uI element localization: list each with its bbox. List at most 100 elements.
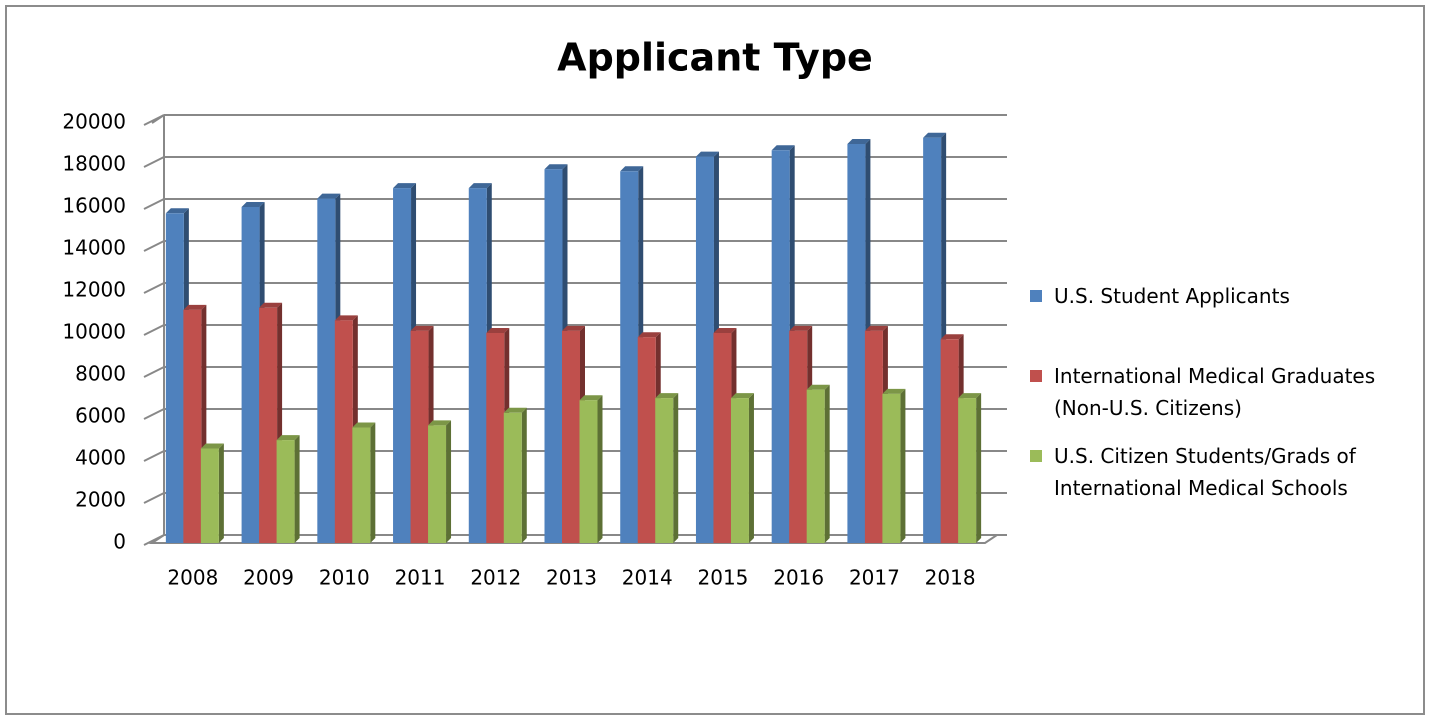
bar xyxy=(486,333,505,543)
bar xyxy=(334,320,353,543)
y-tick-label: 20000 xyxy=(62,110,126,134)
bar-top xyxy=(486,328,510,333)
bar-side xyxy=(294,435,300,543)
y-tick-label: 0 xyxy=(113,530,126,554)
bar xyxy=(789,330,808,543)
bar xyxy=(352,427,371,543)
tick-mark xyxy=(143,282,165,294)
legend-label: International Medical Graduates (Non-U.S… xyxy=(1054,364,1376,420)
bar-side xyxy=(370,422,376,543)
y-tick-label: 6000 xyxy=(75,404,126,428)
bar-top xyxy=(923,132,947,138)
bar-side xyxy=(748,393,754,543)
bar xyxy=(847,144,866,543)
bar-top xyxy=(241,202,265,207)
bar-top xyxy=(771,145,795,151)
tick-mark xyxy=(143,114,165,126)
y-tick-label: 2000 xyxy=(75,488,126,512)
bar-top xyxy=(940,334,964,340)
x-tick-label: 2008 xyxy=(167,566,218,590)
y-tick-label: 8000 xyxy=(75,362,126,386)
bar-top xyxy=(183,304,207,310)
bar-top xyxy=(958,393,982,399)
bar-side xyxy=(446,420,452,543)
bar-top xyxy=(655,393,679,399)
bar xyxy=(410,330,429,543)
bar xyxy=(923,137,942,543)
y-tick-label: 4000 xyxy=(75,446,126,470)
bar xyxy=(562,330,580,543)
bar-top xyxy=(847,139,871,144)
bar-side xyxy=(976,393,982,543)
bar xyxy=(713,333,732,543)
bar xyxy=(241,207,260,543)
bar xyxy=(864,330,883,543)
bar-top xyxy=(428,420,452,426)
tick-mark xyxy=(143,198,165,210)
legend-swatch xyxy=(1030,370,1042,382)
bar-top xyxy=(713,328,737,333)
x-tick-label: 2012 xyxy=(470,566,521,590)
bar xyxy=(200,448,219,543)
bar xyxy=(730,398,749,543)
bar-top xyxy=(544,164,568,170)
bar xyxy=(579,400,598,543)
bar-top xyxy=(730,393,754,399)
legend-label: U.S. Student Applicants xyxy=(1054,284,1290,308)
tick-mark xyxy=(143,324,165,336)
bar xyxy=(544,169,563,543)
y-tick-label: 10000 xyxy=(62,320,126,344)
bar-top xyxy=(562,325,585,331)
legend-swatch xyxy=(1030,450,1042,462)
bar xyxy=(276,440,295,543)
x-tick-label: 2017 xyxy=(849,566,900,590)
bar xyxy=(620,171,639,544)
bar-top xyxy=(410,325,434,331)
y-tick-label: 18000 xyxy=(62,152,126,176)
bar-top xyxy=(864,325,888,331)
bar xyxy=(183,309,202,543)
bar xyxy=(428,425,447,543)
bar-top xyxy=(695,151,719,157)
bar xyxy=(695,156,714,543)
bar-side xyxy=(597,395,603,543)
bar-top xyxy=(200,443,224,449)
bar-top xyxy=(334,315,358,321)
y-tick-label: 16000 xyxy=(62,194,126,218)
bar-top xyxy=(317,193,341,199)
bar xyxy=(958,398,977,543)
bar xyxy=(259,307,278,543)
bar xyxy=(503,412,522,543)
bar xyxy=(940,339,959,543)
bar xyxy=(393,188,412,543)
bar-side xyxy=(824,384,830,543)
y-tick-label: 12000 xyxy=(62,278,126,302)
tick-mark xyxy=(143,492,165,504)
tick-mark xyxy=(143,408,165,420)
bar xyxy=(317,198,336,543)
bar-top xyxy=(620,166,644,172)
bar-side xyxy=(521,407,527,543)
bar xyxy=(655,398,674,543)
bar-side xyxy=(218,443,224,543)
tick-mark xyxy=(143,534,165,546)
chart-title: Applicant Type xyxy=(557,36,873,80)
bar-top xyxy=(806,384,830,390)
x-tick-label: 2018 xyxy=(925,566,976,590)
tick-mark xyxy=(143,366,165,378)
tick-mark xyxy=(143,450,165,462)
bar-top xyxy=(468,183,492,189)
x-tick-label: 2014 xyxy=(622,566,673,590)
tick-mark xyxy=(143,156,165,168)
bar xyxy=(771,150,790,544)
x-tick-label: 2011 xyxy=(395,566,446,590)
bar-top xyxy=(789,325,813,331)
bar-top xyxy=(352,422,376,428)
x-tick-label: 2013 xyxy=(546,566,597,590)
bar-top xyxy=(637,332,661,338)
bar-top xyxy=(276,435,300,441)
bar xyxy=(165,213,184,544)
bar-top xyxy=(259,302,283,308)
bar-side xyxy=(900,388,906,543)
